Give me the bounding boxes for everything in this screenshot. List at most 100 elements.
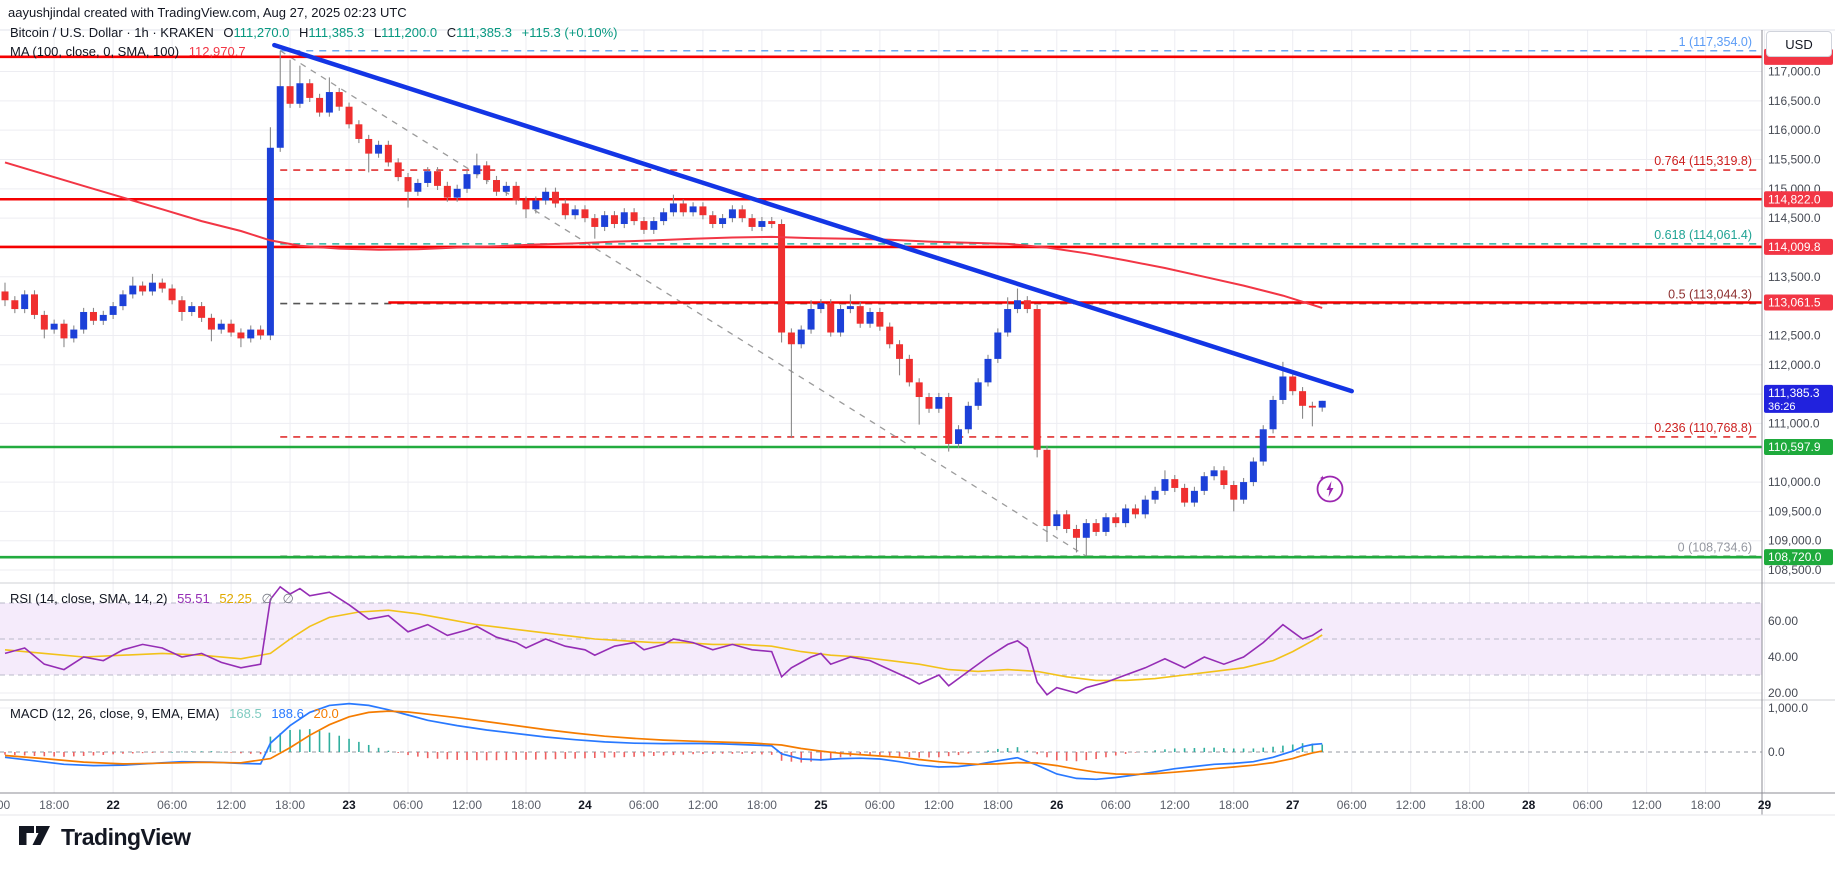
price-scale[interactable]: 117,000.0116,500.0116,000.0115,500.0115,… bbox=[1764, 48, 1833, 759]
candle[interactable] bbox=[1161, 470, 1169, 495]
candle[interactable] bbox=[1230, 480, 1238, 512]
candle[interactable] bbox=[1043, 445, 1051, 542]
candle[interactable] bbox=[483, 161, 491, 185]
candle[interactable] bbox=[99, 310, 107, 325]
candle[interactable] bbox=[945, 392, 953, 452]
chart-canvas[interactable]: 1 (117,354.0) 0.764 (115,319.8) 0.618 (114… bbox=[0, 0, 1835, 818]
candle[interactable] bbox=[1171, 475, 1179, 493]
candle[interactable] bbox=[493, 175, 500, 196]
candle[interactable] bbox=[640, 216, 648, 234]
candle[interactable] bbox=[158, 278, 166, 293]
candle[interactable] bbox=[129, 276, 137, 299]
candle[interactable] bbox=[70, 325, 78, 343]
candle[interactable] bbox=[306, 79, 314, 103]
candle[interactable] bbox=[846, 294, 854, 314]
candle[interactable] bbox=[1269, 395, 1277, 434]
candle[interactable] bbox=[837, 304, 845, 337]
candle[interactable] bbox=[1200, 472, 1208, 495]
candle[interactable] bbox=[325, 77, 333, 117]
candle[interactable] bbox=[89, 307, 97, 325]
candle[interactable] bbox=[719, 214, 727, 229]
candle[interactable] bbox=[1318, 400, 1326, 412]
candle[interactable] bbox=[581, 205, 589, 223]
candle[interactable] bbox=[925, 392, 933, 413]
candle[interactable] bbox=[817, 299, 825, 314]
currency-toggle-button[interactable]: USD bbox=[1766, 31, 1832, 57]
tradingview-logo[interactable]: TradingView bbox=[18, 822, 191, 852]
candle[interactable] bbox=[217, 319, 225, 334]
candle[interactable] bbox=[266, 127, 274, 341]
candle[interactable] bbox=[748, 214, 756, 232]
candle[interactable] bbox=[591, 214, 599, 239]
candle[interactable] bbox=[1131, 504, 1139, 519]
candle[interactable] bbox=[561, 199, 569, 220]
candle[interactable] bbox=[109, 302, 117, 320]
candle[interactable] bbox=[345, 102, 353, 129]
candle[interactable] bbox=[542, 187, 550, 205]
candle[interactable] bbox=[866, 307, 874, 328]
candle[interactable] bbox=[1102, 513, 1110, 537]
candle[interactable] bbox=[168, 284, 176, 305]
candle[interactable] bbox=[335, 87, 343, 111]
candle[interactable] bbox=[404, 172, 412, 208]
candle[interactable] bbox=[905, 354, 913, 387]
candle[interactable] bbox=[551, 187, 559, 208]
candle[interactable] bbox=[610, 211, 618, 229]
candle[interactable] bbox=[21, 290, 29, 314]
candle[interactable] bbox=[886, 322, 894, 349]
candle[interactable] bbox=[758, 216, 766, 232]
candle[interactable] bbox=[964, 401, 972, 434]
fib-retracement[interactable]: 1 (117,354.0) 0.764 (115,319.8) 0.618 (114… bbox=[280, 35, 1762, 558]
candle[interactable] bbox=[11, 296, 19, 314]
candle[interactable] bbox=[463, 170, 471, 193]
candle[interactable] bbox=[1190, 486, 1198, 507]
descending-trendline[interactable] bbox=[272, 42, 1354, 394]
candle[interactable] bbox=[620, 208, 628, 229]
candle[interactable] bbox=[414, 178, 422, 196]
candle[interactable] bbox=[1013, 288, 1021, 314]
candle[interactable] bbox=[286, 59, 294, 108]
candle[interactable] bbox=[296, 65, 304, 108]
candle[interactable] bbox=[650, 216, 658, 234]
candle[interactable] bbox=[689, 202, 697, 217]
candle[interactable] bbox=[679, 199, 687, 217]
candle[interactable] bbox=[1220, 466, 1228, 490]
candle[interactable] bbox=[1308, 401, 1316, 427]
candle[interactable] bbox=[207, 313, 215, 342]
candle[interactable] bbox=[797, 325, 805, 349]
candle[interactable] bbox=[1181, 483, 1189, 507]
macd-legend[interactable]: MACD (12, 26, close, 9, EMA, EMA) 168.5 … bbox=[10, 706, 339, 721]
candle[interactable] bbox=[316, 93, 324, 117]
candle[interactable] bbox=[935, 392, 943, 413]
candle[interactable] bbox=[1210, 466, 1218, 481]
candle[interactable] bbox=[728, 205, 736, 223]
candle[interactable] bbox=[768, 216, 776, 229]
ma-100-line[interactable] bbox=[4, 161, 1323, 309]
rsi-ma-line[interactable] bbox=[4, 609, 1323, 682]
candle[interactable] bbox=[1289, 372, 1297, 396]
candle[interactable] bbox=[80, 307, 88, 334]
candle[interactable] bbox=[443, 181, 451, 202]
candle[interactable] bbox=[1, 282, 9, 307]
candle[interactable] bbox=[571, 205, 579, 220]
candle[interactable] bbox=[1092, 519, 1100, 537]
candle[interactable] bbox=[1240, 477, 1248, 504]
candle[interactable] bbox=[974, 378, 982, 410]
candle[interactable] bbox=[876, 307, 884, 331]
candle[interactable] bbox=[384, 140, 392, 167]
candle[interactable] bbox=[355, 120, 363, 144]
candle[interactable] bbox=[738, 205, 746, 223]
horizontal-level-lines[interactable] bbox=[0, 55, 1762, 559]
candle[interactable] bbox=[434, 167, 442, 190]
candle[interactable] bbox=[1072, 524, 1080, 553]
candle[interactable] bbox=[40, 310, 48, 339]
candle[interactable] bbox=[532, 196, 540, 214]
candle[interactable] bbox=[188, 302, 196, 317]
candle[interactable] bbox=[1063, 510, 1071, 534]
macd-line[interactable] bbox=[4, 702, 1323, 781]
candle[interactable] bbox=[1112, 513, 1120, 528]
candle[interactable] bbox=[1151, 486, 1159, 504]
candle[interactable] bbox=[1249, 457, 1257, 487]
symbol-legend[interactable]: Bitcoin / U.S. Dollar · 1h · KRAKEN O111… bbox=[10, 25, 618, 40]
candle[interactable] bbox=[856, 302, 864, 328]
